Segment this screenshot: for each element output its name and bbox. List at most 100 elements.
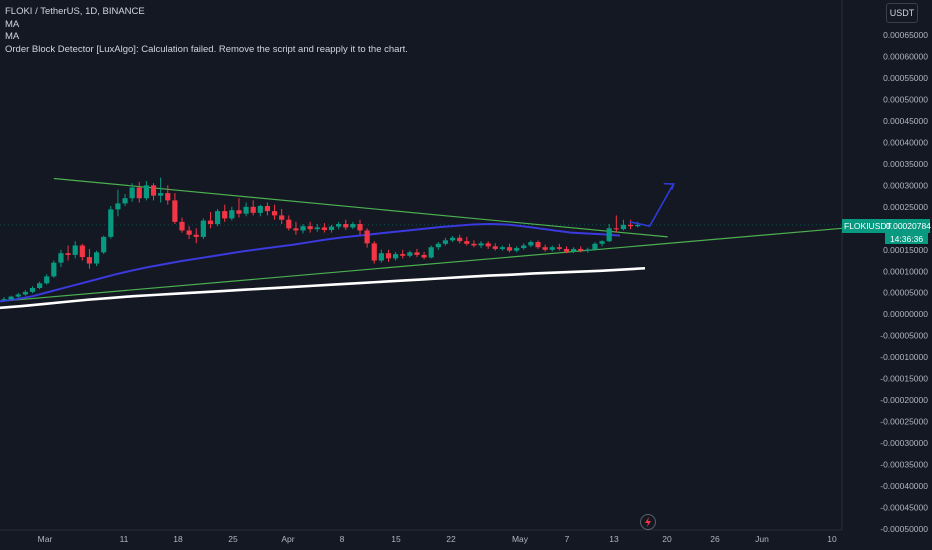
- candle-body[interactable]: [122, 198, 128, 204]
- candle-body[interactable]: [222, 211, 228, 219]
- projection-arrow[interactable]: [629, 184, 674, 228]
- candle-body[interactable]: [449, 237, 456, 241]
- candle-body[interactable]: [22, 291, 28, 295]
- candle-body[interactable]: [172, 200, 178, 222]
- candle-body[interactable]: [514, 248, 520, 251]
- candle-body[interactable]: [471, 243, 477, 246]
- candle-body[interactable]: [79, 245, 85, 258]
- candle-body[interactable]: [336, 224, 342, 227]
- lightning-icon[interactable]: [640, 514, 656, 530]
- candle-body[interactable]: [286, 219, 292, 229]
- candle-body[interactable]: [72, 245, 78, 255]
- candle-body[interactable]: [328, 226, 335, 231]
- candle-body[interactable]: [257, 205, 263, 213]
- candle-body[interactable]: [250, 206, 256, 213]
- candle-body[interactable]: [606, 228, 612, 242]
- candle-body[interactable]: [300, 226, 306, 231]
- candle-body[interactable]: [129, 187, 135, 199]
- candle-body[interactable]: [371, 243, 377, 261]
- currency-button[interactable]: USDT: [886, 3, 918, 23]
- candle-body[interactable]: [506, 247, 513, 251]
- legend-indicator-ma-1[interactable]: MA: [5, 18, 20, 30]
- candle-body[interactable]: [215, 211, 221, 225]
- candle-body[interactable]: [29, 288, 36, 292]
- y-tick-label: 0.00065000: [883, 30, 928, 40]
- candle-body[interactable]: [485, 243, 491, 247]
- candle-body[interactable]: [143, 185, 149, 199]
- candle-body[interactable]: [321, 227, 327, 231]
- candle-body[interactable]: [243, 206, 249, 214]
- candle-body[interactable]: [158, 193, 164, 196]
- candle-body[interactable]: [58, 253, 64, 263]
- candle-body[interactable]: [136, 187, 142, 199]
- candle-body[interactable]: [343, 224, 349, 228]
- candle-body[interactable]: [293, 228, 299, 231]
- candle-body[interactable]: [400, 254, 406, 256]
- candle-body[interactable]: [86, 257, 93, 264]
- candle-body[interactable]: [207, 220, 214, 225]
- candle-body[interactable]: [93, 252, 100, 264]
- candle-body[interactable]: [364, 230, 370, 244]
- candle-body[interactable]: [37, 283, 43, 289]
- legend-symbol[interactable]: FLOKI / TetherUS, 1D, BINANCE: [5, 6, 145, 17]
- candle-body[interactable]: [279, 215, 285, 220]
- candle-body[interactable]: [150, 185, 157, 196]
- candle-body[interactable]: [44, 276, 50, 284]
- candle-body[interactable]: [378, 253, 384, 261]
- candle-body[interactable]: [428, 247, 434, 258]
- candle-body[interactable]: [599, 241, 605, 244]
- candle-body[interactable]: [393, 254, 399, 259]
- candle-body[interactable]: [499, 247, 505, 249]
- candle-body[interactable]: [193, 234, 199, 237]
- candle-body[interactable]: [229, 210, 235, 219]
- legend-indicator-ma-2[interactable]: MA: [5, 31, 20, 42]
- candle-body[interactable]: [521, 245, 527, 249]
- candle-body[interactable]: [314, 227, 320, 230]
- candle-body[interactable]: [585, 249, 591, 251]
- candle-body[interactable]: [15, 294, 21, 297]
- candle-body[interactable]: [578, 248, 584, 251]
- candle-body[interactable]: [571, 248, 577, 252]
- candle-body[interactable]: [165, 193, 171, 201]
- candle-body[interactable]: [620, 224, 627, 230]
- candle-body[interactable]: [350, 224, 356, 228]
- candle-body[interactable]: [179, 221, 185, 231]
- candle-body[interactable]: [435, 243, 441, 248]
- candle-body[interactable]: [464, 241, 470, 244]
- candle-body[interactable]: [1, 299, 7, 301]
- candle-body[interactable]: [236, 210, 242, 214]
- candle-body[interactable]: [115, 203, 121, 210]
- candle-body[interactable]: [549, 247, 555, 250]
- candle-body[interactable]: [442, 240, 449, 244]
- candle-body[interactable]: [592, 243, 598, 250]
- candle-body[interactable]: [414, 252, 420, 255]
- candle-body[interactable]: [528, 242, 534, 246]
- candle-body[interactable]: [186, 230, 192, 235]
- candle-body[interactable]: [357, 224, 363, 231]
- candle-body[interactable]: [542, 247, 548, 250]
- candle-body[interactable]: [271, 211, 278, 216]
- candle-body[interactable]: [407, 252, 413, 256]
- candle-body[interactable]: [307, 226, 313, 230]
- candle-body[interactable]: [535, 242, 541, 248]
- candle-body[interactable]: [627, 224, 634, 227]
- candle-body[interactable]: [65, 253, 71, 255]
- candle-body[interactable]: [556, 247, 562, 249]
- trendline-upper[interactable]: [53, 177, 668, 238]
- candle-body[interactable]: [264, 205, 271, 212]
- candle-body[interactable]: [385, 253, 392, 259]
- candle-body[interactable]: [101, 236, 107, 253]
- candle-body[interactable]: [8, 296, 14, 300]
- candle-body[interactable]: [457, 237, 463, 242]
- candle-body[interactable]: [563, 248, 570, 252]
- candle-body[interactable]: [51, 262, 57, 277]
- candle-body[interactable]: [200, 220, 206, 237]
- candle-body[interactable]: [613, 228, 619, 230]
- trendline-lower[interactable]: [0, 227, 843, 302]
- candle-body[interactable]: [478, 243, 484, 246]
- candle-body[interactable]: [492, 246, 498, 249]
- candle-body[interactable]: [108, 209, 114, 237]
- candle-body[interactable]: [635, 224, 641, 227]
- candle-body[interactable]: [421, 254, 427, 258]
